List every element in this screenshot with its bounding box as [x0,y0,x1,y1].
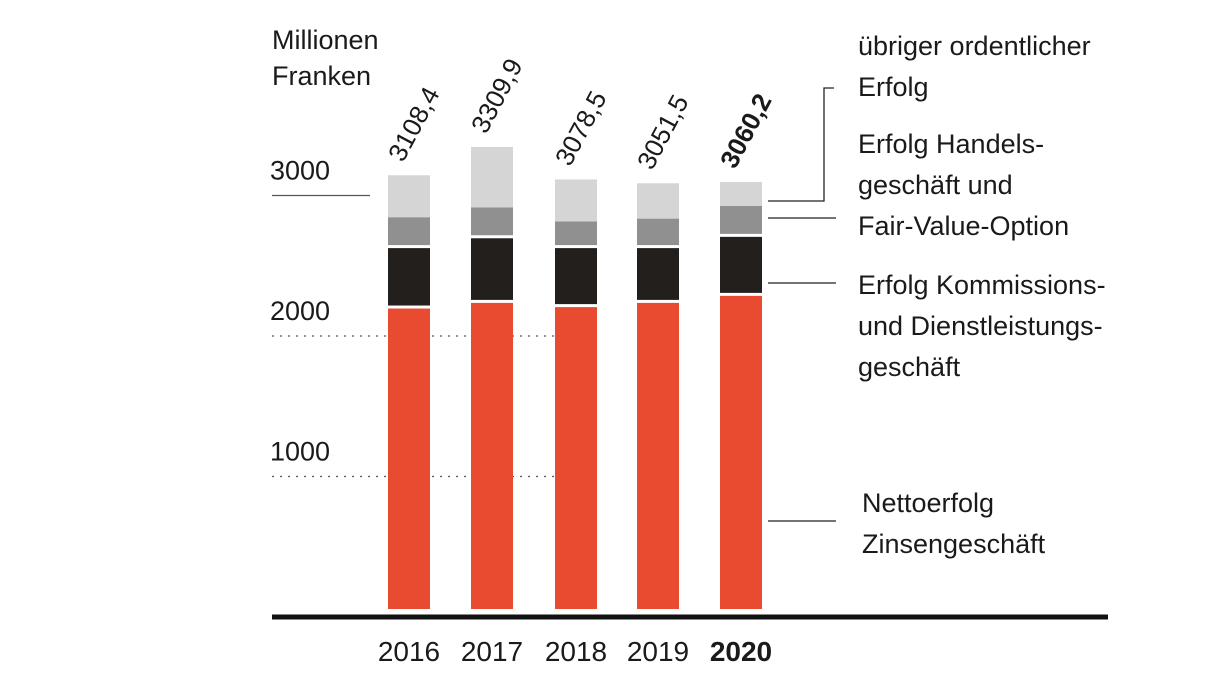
unit-label: Millionen Franken [272,22,379,94]
legend-commission-line-2: und Dienstleistungs- [858,311,1103,341]
x-tick-label-2016: 2016 [378,636,440,667]
y-tick-label-3000: 3000 [270,156,330,186]
bar-2017-seg-2 [471,207,513,236]
bar-2020-seg-2 [720,205,762,234]
legend-trading-line-2: geschäft und [858,170,1013,200]
bars [388,146,762,609]
legend-connectors [768,87,836,522]
bar-2016-seg-2 [388,217,430,246]
legend-other: übriger ordentlicher Erfolg [858,26,1091,108]
bar-2016-seg-0 [388,308,430,609]
unit-label-line-1: Millionen [272,25,379,55]
legend-other-line-1: übriger ordentlicher [858,31,1091,61]
bar-2020-seg-3 [720,182,762,206]
bar-2018-seg-2 [555,221,597,246]
bar-2020-seg-0 [720,295,762,609]
bar-2017-seg-0 [471,302,513,609]
legend-interest-line-2: Zinsengeschäft [862,529,1046,559]
legend-trading-line-3: Fair-Value-Option [858,211,1070,241]
labels: 1000 2000 3000 2016 3108,4 2017 3309,9 2018 3078… [270,53,778,667]
bar-2019-seg-3 [637,183,679,219]
legend-commission-line-3: geschäft [858,352,961,382]
total-label-2018: 3078,5 [549,86,613,170]
bar-2019-seg-0 [637,302,679,609]
x-tick-label-2018: 2018 [545,636,607,667]
total-label-2020: 3060,2 [714,89,778,173]
y-tick-label-1000: 1000 [270,437,330,467]
y-tick-label-2000: 2000 [270,296,330,326]
x-tick-label-2020: 2020 [710,636,772,667]
legend-interest: Nettoerfolg Zinsengeschäft [862,483,1045,565]
legend-trading: Erfolg Handels- geschäft und Fair-Value-… [858,124,1069,247]
total-label-2016: 3108,4 [382,82,446,166]
bar-2018-seg-0 [555,307,597,609]
bar-2017-seg-3 [471,146,513,208]
unit-label-line-2: Franken [272,61,372,91]
legend-other-line-2: Erfolg [858,72,929,102]
total-label-2017: 3309,9 [465,53,529,137]
bar-2019-seg-1 [637,248,679,300]
bar-2016-seg-1 [388,248,430,306]
connector-other [768,87,834,202]
bar-2016-seg-3 [388,175,430,218]
legend-commission-line-1: Erfolg Kommissions- [858,270,1106,300]
bar-2018-seg-3 [555,179,597,222]
legend-trading-line-1: Erfolg Handels- [858,129,1045,159]
legend-commission: Erfolg Kommissions- und Dienstleistungs-… [858,265,1106,388]
bar-2018-seg-1 [555,248,597,305]
bar-2017-seg-1 [471,238,513,300]
bar-2019-seg-2 [637,218,679,246]
total-label-2019: 3051,5 [631,90,695,174]
bar-2020-seg-1 [720,236,762,293]
x-tick-label-2019: 2019 [627,636,689,667]
x-tick-label-2017: 2017 [461,636,523,667]
legend-interest-line-1: Nettoerfolg [862,488,995,518]
